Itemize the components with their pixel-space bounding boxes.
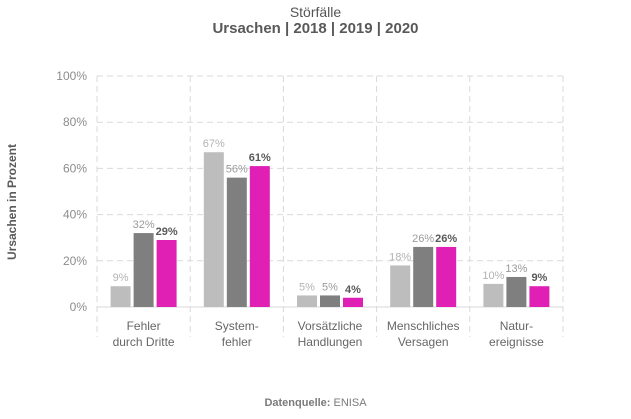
chart-title-line1: Störfälle xyxy=(289,4,342,20)
category-label: durch Dritte xyxy=(113,335,175,349)
data-source: Datenquelle: ENISA xyxy=(0,397,631,409)
bar-2019-1 xyxy=(226,177,247,307)
data-label-2020-0: 29% xyxy=(156,226,178,238)
y-tick-label: 0% xyxy=(70,300,88,314)
data-source-label: Datenquelle: xyxy=(264,397,331,409)
bar-2020-2 xyxy=(343,297,363,307)
category-label: fehler xyxy=(222,335,252,349)
bars xyxy=(110,152,550,307)
category-label: Natur- xyxy=(500,319,533,333)
data-label-2019-1: 56% xyxy=(226,164,248,176)
data-label-2020-1: 61% xyxy=(249,152,271,164)
bar-2018-4 xyxy=(483,283,504,307)
y-tick-label: 80% xyxy=(63,115,87,129)
bar-2018-3 xyxy=(390,265,411,307)
category-labels: Fehler durch Dritte System-fehler Vorsätzli… xyxy=(113,319,544,349)
data-labels: 9%32%29%67%56%61%5% 5% 4%18%26% 26%10%13%9% xyxy=(113,138,548,296)
category-label: Handlungen xyxy=(298,335,363,349)
data-label-2018-2: 5% xyxy=(299,281,315,293)
data-label-2018-0: 9% xyxy=(113,272,129,284)
bar-2019-4 xyxy=(506,276,527,307)
data-label-2020-2: 4% xyxy=(345,284,361,296)
bar-2019-3 xyxy=(413,246,434,307)
data-source-value: ENISA xyxy=(333,397,367,409)
bar-2019-0 xyxy=(133,233,154,307)
bar-2019-2 xyxy=(320,295,340,307)
data-label-2018-4: 10% xyxy=(482,270,504,282)
y-tick-label: 60% xyxy=(63,161,87,175)
category-label: ereignisse xyxy=(489,335,544,349)
bar-2018-1 xyxy=(203,152,224,307)
data-label-2020-4: 9% xyxy=(531,272,547,284)
data-label-2019-0: 32% xyxy=(133,219,155,231)
bar-2018-2 xyxy=(297,295,317,307)
category-label: Vorsätzliche xyxy=(298,319,363,333)
bar-2018-0 xyxy=(110,286,131,307)
y-tick-label: 20% xyxy=(63,254,87,268)
data-label-2020-3: 26% xyxy=(435,233,457,245)
data-label-2019-4: 13% xyxy=(505,263,527,275)
data-label-2019-2: 5% xyxy=(322,281,338,293)
data-label-2018-3: 18% xyxy=(389,251,411,263)
y-tick-label: 40% xyxy=(63,208,87,222)
data-label-2018-1: 67% xyxy=(203,138,225,150)
category-label: Menschliches xyxy=(387,319,460,333)
chart-title-line2: Ursachen | 2018 | 2019 | 2020 xyxy=(212,20,419,37)
data-label-2019-3: 26% xyxy=(412,233,434,245)
y-axis-ticks: 0% 20% 40% 60% 80% 100% xyxy=(56,69,87,314)
category-label: Versagen xyxy=(398,335,449,349)
bar-2020-4 xyxy=(529,286,550,307)
y-tick-label: 100% xyxy=(56,69,87,83)
bar-2020-3 xyxy=(436,246,457,307)
bar-2020-0 xyxy=(156,240,177,307)
category-label: System- xyxy=(215,319,259,333)
bar-2020-1 xyxy=(249,166,270,307)
category-label: Fehler xyxy=(127,319,161,333)
